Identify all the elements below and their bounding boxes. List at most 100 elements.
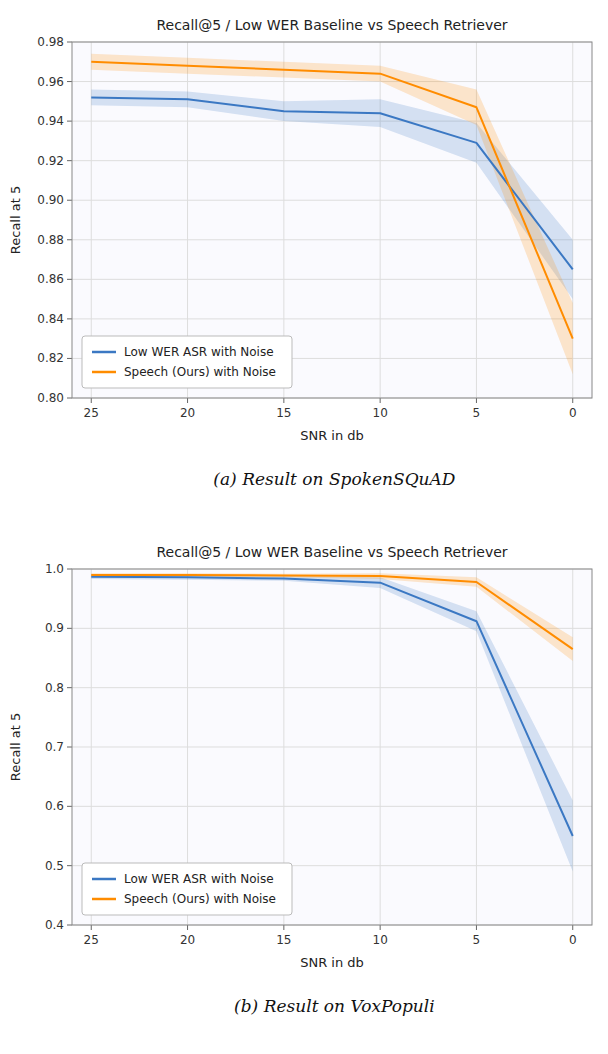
y-axis-label: Recall at 5 bbox=[8, 713, 23, 781]
tick bbox=[67, 239, 72, 240]
tick bbox=[476, 398, 477, 403]
tick-label: 0.88 bbox=[37, 233, 64, 247]
tick-label: 0.84 bbox=[37, 312, 64, 326]
legend-box bbox=[82, 336, 292, 388]
tick bbox=[67, 279, 72, 280]
plot-frame bbox=[72, 569, 592, 925]
panel: 0.40.50.60.70.80.91.02520151050Recall@5 … bbox=[8, 544, 592, 1016]
tick-label: 15 bbox=[276, 406, 291, 420]
plot-frame bbox=[72, 42, 592, 398]
tick bbox=[67, 358, 72, 359]
data bbox=[91, 573, 572, 871]
legend-box bbox=[82, 863, 292, 915]
tick bbox=[67, 81, 72, 82]
tick-label: 0.82 bbox=[37, 351, 64, 365]
x-axis-label: SNR in db bbox=[300, 428, 364, 443]
tick bbox=[67, 398, 72, 399]
tick-label: 0.98 bbox=[37, 35, 64, 49]
grid-line bbox=[72, 81, 592, 82]
tick-label: 10 bbox=[373, 406, 388, 420]
tick-label: 0.86 bbox=[37, 272, 64, 286]
tick-label: 5 bbox=[473, 933, 481, 947]
caption: (a) Result on SpokenSQuAD bbox=[213, 469, 455, 489]
tick bbox=[67, 865, 72, 866]
tick bbox=[380, 925, 381, 930]
line bbox=[91, 62, 572, 339]
y-axis-label: Recall at 5 bbox=[8, 186, 23, 254]
tick bbox=[67, 569, 72, 570]
tick-label: 1.0 bbox=[45, 562, 64, 576]
legend: Low WER ASR with Noise Speech (Ours) with… bbox=[82, 336, 292, 388]
tick-label: 25 bbox=[84, 933, 99, 947]
tick-label: 0.9 bbox=[45, 621, 64, 635]
tick-label: 0.92 bbox=[37, 154, 64, 168]
grid-line bbox=[72, 747, 592, 748]
tick-label: 0.90 bbox=[37, 193, 64, 207]
grid-line bbox=[72, 160, 592, 161]
grid-line bbox=[72, 318, 592, 319]
tick-label: 0.96 bbox=[37, 75, 64, 89]
tick bbox=[380, 398, 381, 403]
x-axis-label: SNR in db bbox=[300, 955, 364, 970]
grid bbox=[72, 42, 592, 398]
tick bbox=[67, 747, 72, 748]
tick bbox=[572, 398, 573, 403]
tick-label: 0.5 bbox=[45, 859, 64, 873]
tick-label: 25 bbox=[84, 406, 99, 420]
legend-label: Low WER ASR with Noise bbox=[124, 872, 274, 886]
grid-line bbox=[380, 569, 381, 925]
tick-label: 0.7 bbox=[45, 740, 64, 754]
tick-label: 0 bbox=[569, 933, 577, 947]
legend: Low WER ASR with Noise Speech (Ours) with… bbox=[82, 863, 292, 915]
band bbox=[91, 574, 572, 871]
tick-label: 10 bbox=[373, 933, 388, 947]
tick-label: 0.8 bbox=[45, 681, 64, 695]
title: Recall@5 / Low WER Baseline vs Speech Re… bbox=[156, 544, 507, 560]
legend-label: Speech (Ours) with Noise bbox=[124, 892, 276, 906]
grid-line bbox=[72, 806, 592, 807]
tick bbox=[283, 398, 284, 403]
tick-label: 0.6 bbox=[45, 799, 64, 813]
tick bbox=[67, 200, 72, 201]
line bbox=[91, 577, 572, 836]
band bbox=[91, 573, 572, 661]
plot-background bbox=[72, 42, 592, 398]
figure: 0.800.820.840.860.880.900.920.940.960.98… bbox=[0, 0, 608, 1054]
legend-label: Low WER ASR with Noise bbox=[124, 345, 274, 359]
tick bbox=[187, 398, 188, 403]
tick-label: 5 bbox=[473, 406, 481, 420]
band bbox=[91, 89, 572, 299]
legend-swatch bbox=[92, 371, 116, 374]
legend-swatch bbox=[92, 351, 116, 354]
tick-label: 20 bbox=[180, 406, 195, 420]
tick bbox=[67, 160, 72, 161]
tick bbox=[91, 925, 92, 930]
band bbox=[91, 54, 572, 374]
tick-label: 0 bbox=[569, 406, 577, 420]
tick bbox=[476, 925, 477, 930]
line bbox=[91, 97, 572, 269]
grid-line bbox=[72, 239, 592, 240]
tick bbox=[187, 925, 188, 930]
data bbox=[91, 54, 572, 374]
tick bbox=[67, 925, 72, 926]
legend-swatch bbox=[92, 898, 116, 901]
tick bbox=[67, 121, 72, 122]
plot-background bbox=[72, 569, 592, 925]
title: Recall@5 / Low WER Baseline vs Speech Re… bbox=[156, 17, 507, 33]
caption: (b) Result on VoxPopuli bbox=[234, 996, 435, 1016]
grid-line bbox=[72, 279, 592, 280]
legend-swatch bbox=[92, 878, 116, 881]
grid-line bbox=[380, 42, 381, 398]
tick bbox=[283, 925, 284, 930]
tick bbox=[67, 318, 72, 319]
legend-label: Speech (Ours) with Noise bbox=[124, 365, 276, 379]
tick-label: 0.94 bbox=[37, 114, 64, 128]
tick-label: 20 bbox=[180, 933, 195, 947]
tick bbox=[67, 42, 72, 43]
grid-line bbox=[72, 628, 592, 629]
tick bbox=[67, 687, 72, 688]
line bbox=[91, 575, 572, 649]
tick bbox=[572, 925, 573, 930]
tick-label: 0.80 bbox=[37, 391, 64, 405]
